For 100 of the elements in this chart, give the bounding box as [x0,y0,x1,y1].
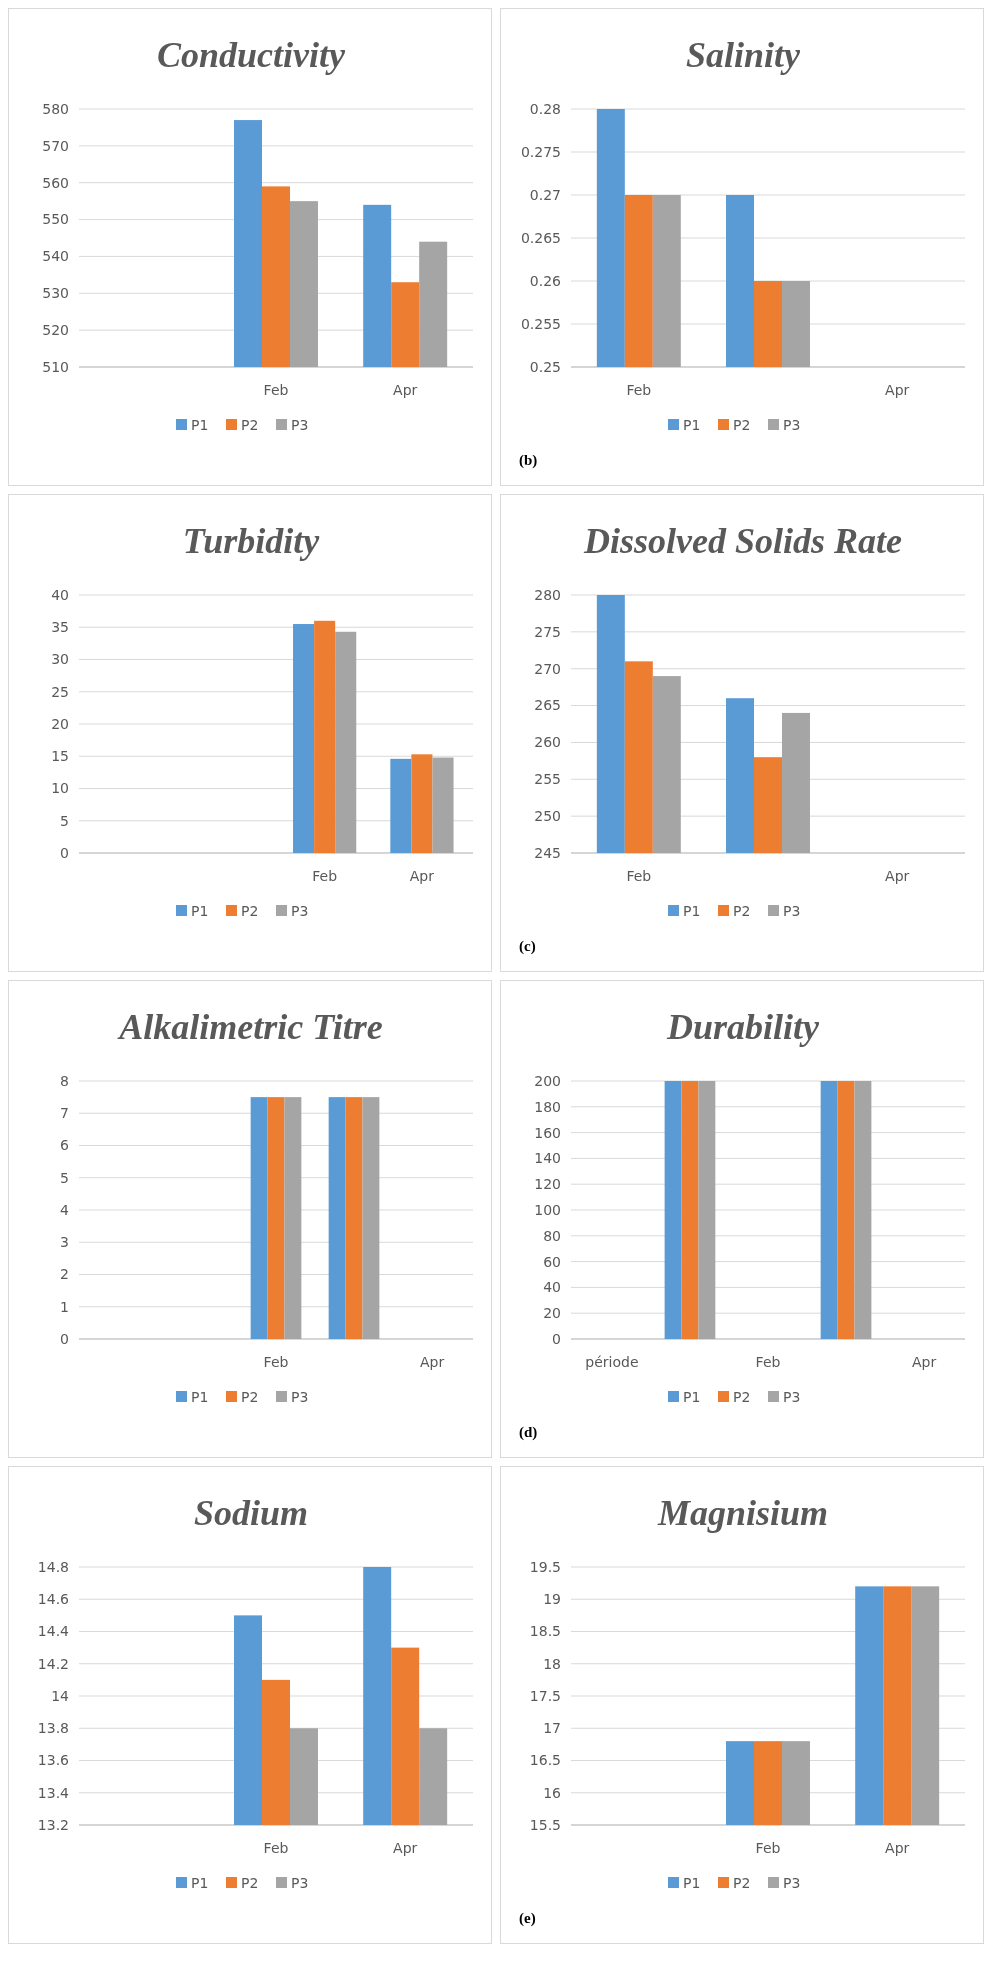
y-tick-label: 30 [51,651,69,668]
text: (b) [519,452,538,469]
y-tick-label: 60 [543,1253,561,1270]
y-tick-label: 17.5 [529,1687,561,1704]
y-tick-label: 40 [51,586,69,603]
legend-label: P3 [783,1874,801,1891]
y-tick-label: 7 [60,1105,69,1122]
chart-title: Dissolved Solids Rate [582,521,903,561]
y-tick-label: 0.275 [520,143,561,160]
bar [411,754,433,853]
y-tick-label: 5 [60,1169,69,1186]
y-tick-label: 14.4 [37,1623,70,1640]
y-tick-label: 510 [42,358,69,375]
y-tick-label: 570 [42,137,69,154]
legend-label: P1 [683,902,701,919]
legend-label: P1 [191,1874,209,1891]
y-tick-label: 80 [543,1227,561,1244]
x-tick-label: période [585,1354,639,1370]
legend-label: P3 [291,1388,309,1405]
y-tick-label: 120 [534,1176,561,1193]
y-tick-label: 8 [60,1072,69,1089]
y-tick-label: 0.25 [529,358,561,375]
legend-label: P1 [191,902,209,919]
y-tick-label: 20 [51,715,69,732]
chart-title: Alkalimetric Titre [117,1007,383,1047]
bar [390,758,412,853]
y-tick-label: 17 [543,1720,561,1737]
y-tick-label: 1 [60,1298,69,1315]
y-tick-label: 260 [534,734,561,751]
bar [314,620,336,853]
y-tick-label: 6 [60,1137,70,1154]
chart-title: Magnisium [656,1493,829,1533]
y-tick-label: 18.5 [529,1623,561,1640]
y-tick-label: 35 [51,619,69,636]
y-tick-label: 580 [42,100,69,117]
legend-label: P2 [733,902,751,919]
legend-label: P3 [291,902,309,919]
legend-label: P3 [783,416,801,433]
y-tick-label: 15.5 [529,1816,561,1833]
x-tick-label: Feb [263,1354,289,1370]
y-tick-label: 100 [534,1201,561,1218]
bar [335,631,357,853]
legend-label: P1 [683,1874,701,1891]
y-tick-label: 0.255 [520,315,561,332]
y-tick-label: 0.26 [529,272,562,289]
x-tick-label: Feb [755,1354,781,1370]
y-tick-label: 245 [534,844,561,861]
bar [293,624,315,853]
y-tick-label: 140 [534,1150,561,1167]
legend-label: P1 [683,1388,701,1405]
y-tick-label: 13.2 [37,1816,69,1833]
y-tick-label: 270 [534,660,561,677]
legend-label: P2 [241,416,259,433]
x-tick-label: Apr [911,1354,937,1370]
y-tick-label: 5 [60,812,69,829]
legend-label: P2 [733,1874,751,1891]
y-tick-label: 255 [534,771,561,788]
y-tick-label: 13.4 [37,1784,70,1801]
y-tick-label: 13.6 [37,1752,70,1769]
text: (c) [519,938,536,955]
x-tick-label: Apr [409,868,435,884]
chart-title: Conductivity [157,35,347,75]
bar [432,757,454,853]
legend-label: P2 [241,1874,259,1891]
y-tick-label: 13.8 [37,1720,69,1737]
chart-title: Salinity [685,35,802,75]
x-tick-label: Feb [626,868,652,884]
y-tick-label: 0 [60,844,69,861]
legend-label: P1 [683,416,701,433]
y-tick-label: 40 [543,1279,561,1296]
text: (d) [519,1424,538,1441]
legend-label: P2 [241,902,259,919]
y-tick-label: 18 [543,1655,561,1672]
chart-title: Sodium [193,1493,309,1533]
x-tick-label: Apr [885,382,910,398]
y-tick-label: 180 [534,1098,561,1115]
y-tick-label: 16.5 [529,1752,561,1769]
y-tick-label: 200 [534,1072,561,1089]
x-tick-label: Apr [393,1840,418,1856]
y-tick-label: 4 [60,1201,70,1218]
y-tick-label: 280 [534,586,561,603]
y-tick-label: 160 [534,1124,561,1141]
y-tick-label: 14.8 [37,1558,69,1575]
y-tick-label: 540 [42,248,69,265]
x-tick-label: Feb [263,382,289,398]
y-tick-label: 265 [534,697,561,714]
text: (e) [519,1910,536,1927]
y-tick-label: 0 [60,1330,69,1347]
y-tick-label: 0.27 [529,186,561,203]
legend-label: P3 [783,902,801,919]
y-tick-label: 0.265 [520,229,561,246]
y-tick-label: 10 [51,780,69,797]
chart-title: Turbidity [182,521,321,561]
y-tick-label: 0 [552,1330,561,1347]
y-tick-label: 19 [543,1591,561,1608]
y-tick-label: 20 [543,1305,561,1322]
y-tick-label: 14.2 [37,1655,69,1672]
legend-label: P3 [783,1388,801,1405]
y-tick-label: 19.5 [529,1558,561,1575]
legend-label: P2 [733,1388,751,1405]
